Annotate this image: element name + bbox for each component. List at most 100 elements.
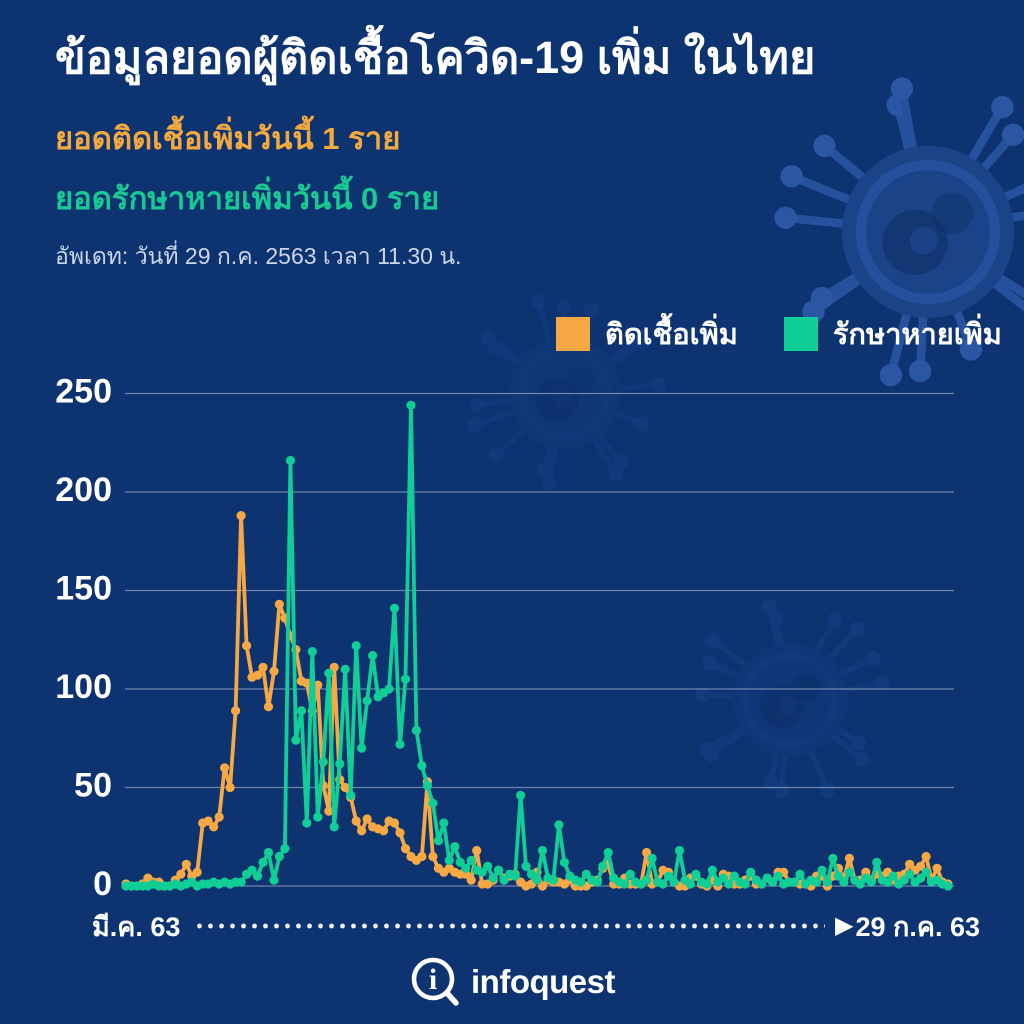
data-point <box>274 851 284 862</box>
data-point <box>395 739 405 749</box>
data-point <box>181 859 191 869</box>
data-point <box>379 826 389 836</box>
data-point <box>362 814 372 824</box>
data-point <box>576 877 586 887</box>
data-point <box>746 867 756 877</box>
data-point <box>839 877 849 887</box>
data-point <box>872 857 882 868</box>
data-point <box>499 875 509 885</box>
data-point <box>817 865 827 875</box>
data-point <box>729 871 739 881</box>
data-point <box>740 879 750 889</box>
data-point <box>318 757 328 767</box>
legend-swatch-infected <box>556 317 590 351</box>
data-point <box>855 879 865 889</box>
data-point <box>883 877 893 887</box>
data-point <box>258 662 268 672</box>
data-point <box>274 599 284 609</box>
data-point <box>833 871 844 881</box>
data-point <box>203 816 213 826</box>
data-point <box>685 879 696 889</box>
x-axis-start-label: มี.ค. 63 <box>92 911 181 942</box>
update-timestamp: อัพเดท: วันที่ 29 ก.ค. 2563 เวลา 11.30 น… <box>55 243 462 269</box>
data-point <box>899 875 909 885</box>
data-point <box>828 853 838 864</box>
data-point <box>220 763 230 773</box>
data-point <box>642 847 652 858</box>
chart-legend: ติดเชื้อเพิ่ม รักษาหายเพิ่ม <box>556 311 1002 357</box>
data-point <box>669 877 679 887</box>
data-point <box>537 845 548 856</box>
data-point <box>795 869 805 879</box>
data-point <box>335 759 345 769</box>
svg-text:i: i <box>429 963 437 996</box>
data-point <box>790 877 800 887</box>
data-point <box>603 847 613 858</box>
data-point <box>702 879 712 889</box>
series-recovered <box>121 400 953 891</box>
data-point <box>422 780 432 791</box>
data-point <box>674 845 685 856</box>
data-point <box>642 875 652 885</box>
data-point <box>921 867 931 877</box>
data-point <box>307 647 317 657</box>
infoquest-logo: i infoquest <box>0 952 1024 1012</box>
data-point <box>329 662 339 672</box>
data-point <box>433 836 443 846</box>
x-axis-end-label: 29 ก.ค. 63 <box>855 911 980 942</box>
data-point <box>718 873 728 883</box>
data-point <box>444 855 454 866</box>
data-point <box>472 845 482 856</box>
data-point <box>291 735 301 745</box>
y-tick-label: 200 <box>55 471 112 509</box>
data-point <box>400 674 411 684</box>
data-point <box>773 871 783 881</box>
data-point <box>428 851 438 862</box>
data-point <box>932 863 942 873</box>
data-point <box>461 863 471 873</box>
data-point <box>313 680 323 690</box>
data-point <box>466 855 476 866</box>
legend-item-recovered: รักษาหายเพิ่ม <box>783 311 1002 357</box>
data-point <box>625 869 635 879</box>
data-point <box>324 806 334 816</box>
data-point <box>526 869 537 879</box>
data-point <box>269 875 279 885</box>
data-point <box>844 867 855 877</box>
virus-watermark <box>774 77 1024 387</box>
data-point <box>417 851 427 862</box>
data-point <box>329 822 339 832</box>
data-point <box>691 869 701 879</box>
data-point <box>362 696 372 706</box>
data-point <box>263 847 274 858</box>
infoquest-logo-text: infoquest <box>471 963 615 1000</box>
data-point <box>192 867 202 877</box>
data-point <box>406 400 416 410</box>
data-point <box>351 641 361 651</box>
data-point <box>400 844 411 854</box>
series-infected-line <box>124 513 950 888</box>
data-point <box>768 877 778 887</box>
data-point <box>368 650 378 661</box>
data-point <box>559 857 570 868</box>
data-point <box>921 851 931 862</box>
data-point <box>658 879 668 889</box>
data-point <box>488 873 498 883</box>
data-point <box>905 859 915 869</box>
magnifier-i-icon: i <box>411 957 459 1006</box>
x-axis-dotted-leader <box>194 922 826 930</box>
data-point <box>302 818 312 828</box>
legend-label-infected: ติดเชื้อเพิ่ม <box>605 319 738 351</box>
legend-item-infected: ติดเชื้อเพิ่ม <box>556 311 738 357</box>
data-point <box>466 875 476 885</box>
data-point <box>236 877 246 887</box>
data-point <box>866 877 876 887</box>
y-grid: 0 50 100 150 200 250 <box>55 373 954 903</box>
data-point <box>724 879 734 889</box>
data-point <box>231 706 241 716</box>
y-tick-label: 50 <box>74 767 112 805</box>
data-point <box>647 853 657 864</box>
data-point <box>663 871 674 881</box>
